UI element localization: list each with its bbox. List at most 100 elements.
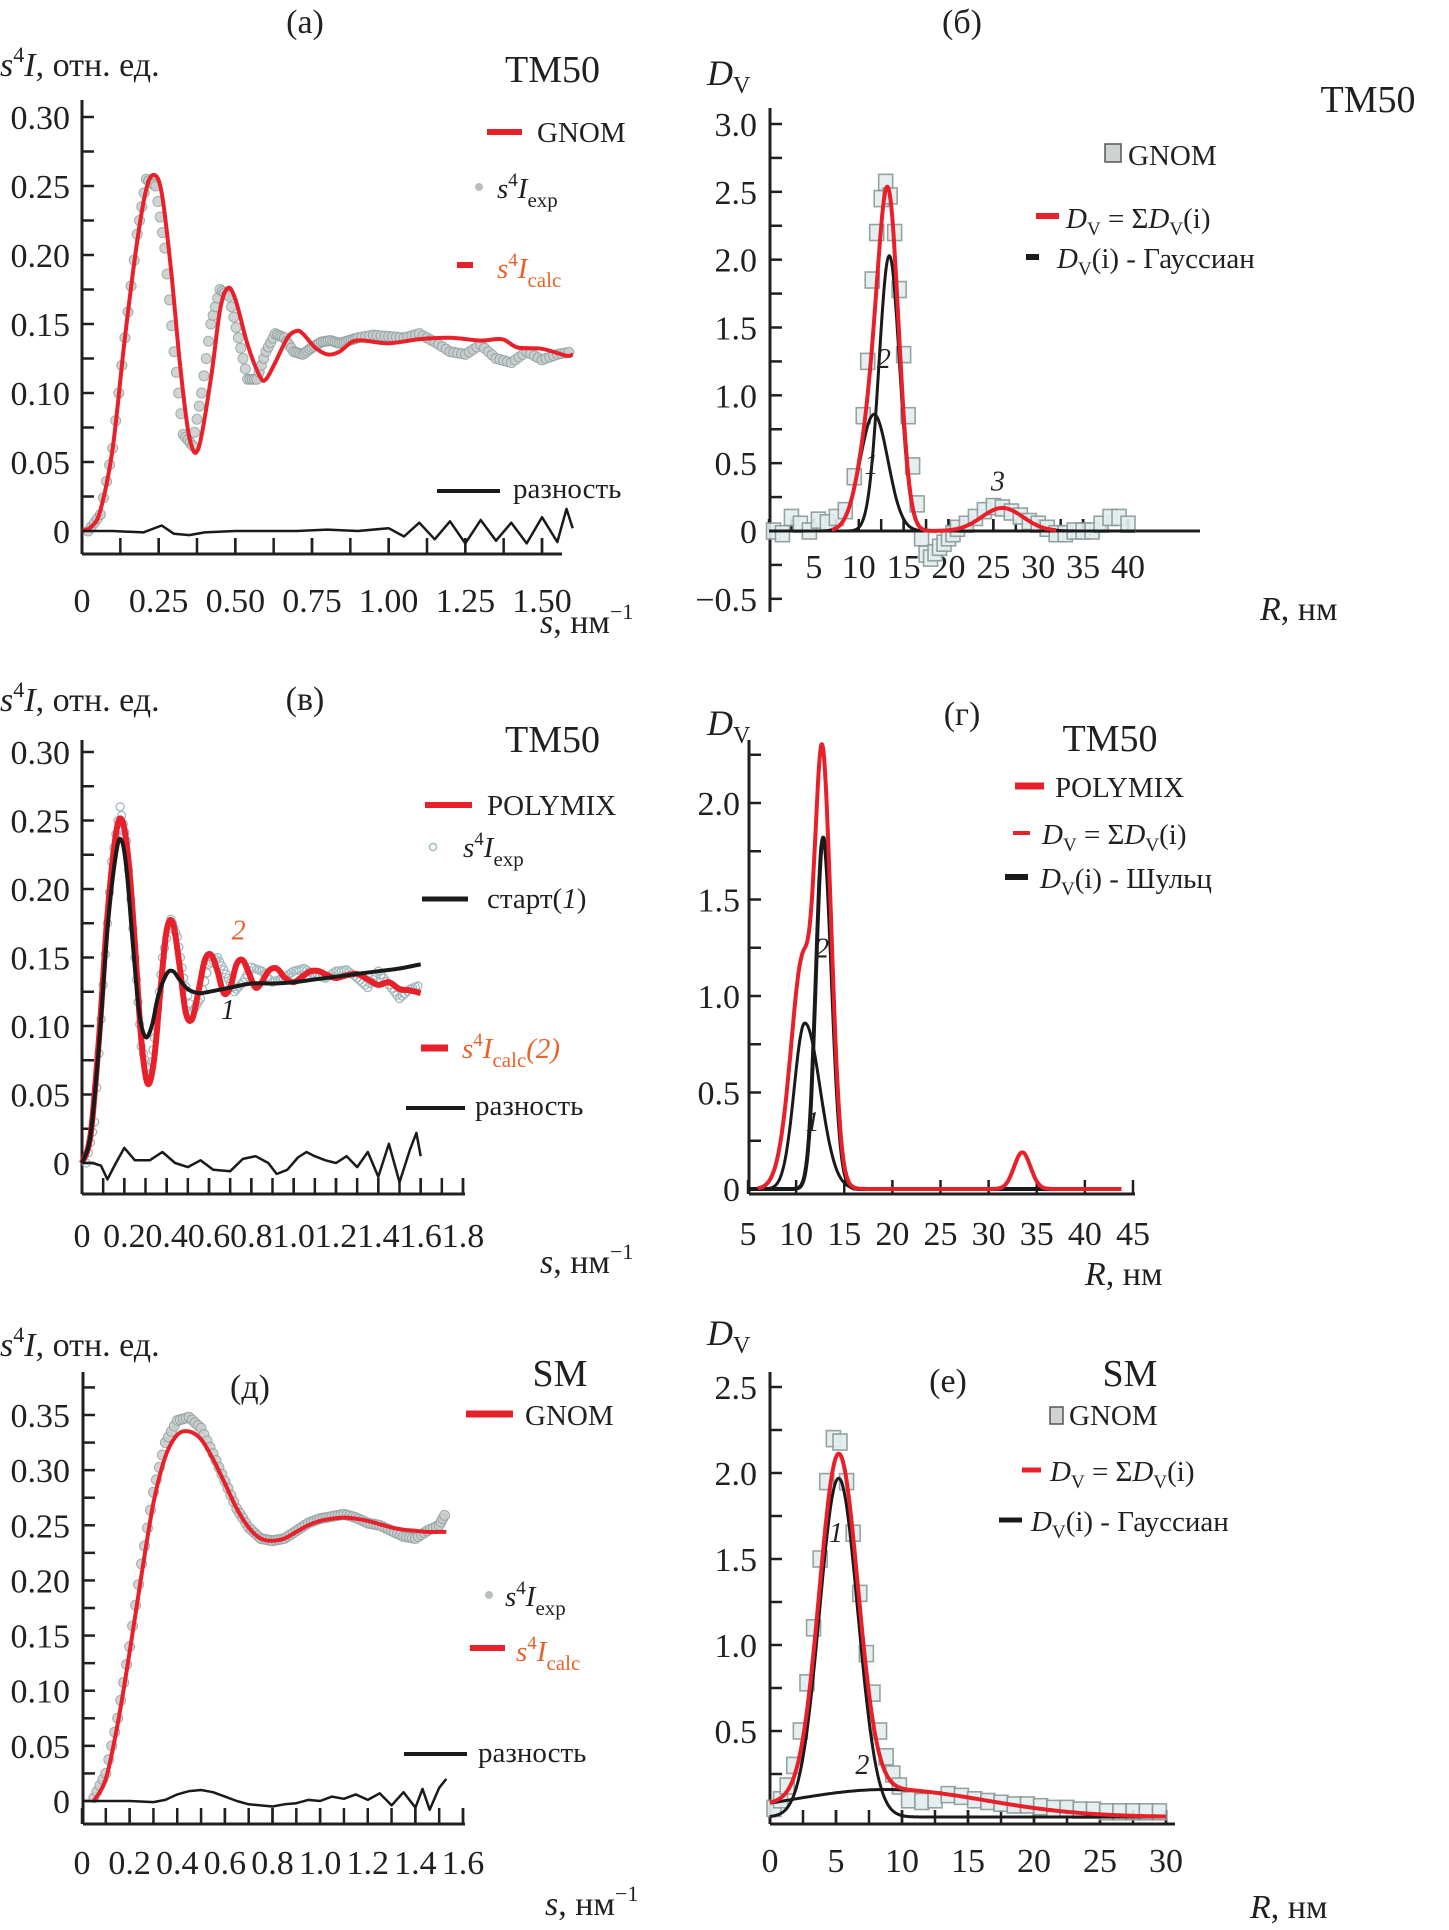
- marks-d: [82, 1411, 451, 1812]
- series-gaussian-1: [769, 1476, 1166, 1819]
- x-tick-label: 30: [1021, 549, 1055, 586]
- legend-label-polymix: POLYMIX: [487, 790, 616, 822]
- data-point: [193, 400, 205, 412]
- panel-label-e: (е): [929, 1363, 967, 1400]
- data-point: [191, 413, 203, 425]
- panel-d: (д) s4I, отн. ед. SM 00.050.100.150.200.…: [0, 1322, 638, 1923]
- data-point: [286, 968, 296, 978]
- y-tick-label: 2.5: [715, 1370, 758, 1407]
- x-tick-label: 10: [842, 549, 876, 586]
- series-schulz-1: [748, 1021, 1122, 1191]
- y-tick-label: 1.0: [715, 378, 758, 415]
- y-tick-label: 0.25: [11, 804, 71, 841]
- y-tick-label: 0.5: [715, 446, 758, 483]
- y-axis-title-g: DV: [706, 703, 751, 749]
- panel-label-b: (б): [942, 4, 982, 41]
- series-gnom: [766, 1429, 1168, 1821]
- x-tick-label: 1.6: [442, 1845, 485, 1882]
- legend-label-polymix: POLYMIX: [1055, 772, 1184, 804]
- x-tick-label: 0: [762, 1843, 779, 1880]
- x-tick-label: 0.25: [129, 583, 189, 620]
- x-axis-title-g: R, нм: [1084, 1256, 1163, 1293]
- legend-v: POLYMIX s4Iexp старт(1) s4Icalc(2) разно…: [406, 790, 616, 1122]
- series-s4i-calc-gnom-: [92, 1429, 447, 1803]
- y-tick-label: 1.5: [715, 1542, 758, 1579]
- curve-label-3: 3: [990, 466, 1005, 497]
- y-tick-label: 0.10: [11, 1674, 71, 1711]
- legend-label-calc: s4Icalc: [497, 250, 561, 292]
- curve-label-1: 1: [221, 995, 235, 1026]
- data-point: [394, 993, 405, 1004]
- legend-label-start: старт(1): [487, 883, 586, 915]
- sample-label-a: TM50: [505, 49, 600, 91]
- legend-e: GNOM DV = ΣDV(i) DV(i) - Гауссиан: [999, 1400, 1229, 1543]
- legend-swatch-gnom-squares: [1104, 143, 1122, 163]
- data-point: [198, 370, 210, 382]
- axes-d: 0 0.05 0.10 0.15 0.20 0.25 0.30 0.35 0 0.2 0.4 0.6 0…: [11, 1372, 485, 1882]
- curve-label-2: 2: [877, 344, 891, 375]
- data-point: [232, 332, 244, 344]
- x-tick-label: 5: [805, 549, 822, 586]
- legend-label-calc: s4Icalc: [516, 1633, 580, 1675]
- x-tick-label: 25: [924, 1216, 958, 1253]
- panel-v: (в) s4I, отн. ед. TM50 00.050.100.150.20…: [0, 677, 633, 1281]
- x-tick-label: 30: [1149, 1843, 1183, 1880]
- series-d-v-d-v-i-: [831, 184, 1057, 533]
- y-tick-label: 0.10: [11, 376, 71, 413]
- x-tick-label: 5: [740, 1216, 757, 1253]
- x-tick-label: 15: [887, 549, 921, 586]
- axes-v: 00.050.100.150.200.250.300 0.2 0.4 0.6 0.8 1.…: [11, 735, 485, 1255]
- y-tick-label: 0: [53, 1146, 70, 1183]
- legend-label-gnom: GNOM: [1128, 140, 1217, 172]
- legend-label-gnom: GNOM: [525, 1400, 614, 1432]
- y-tick-label: 0.15: [11, 941, 71, 978]
- x-tick-label: 25: [1083, 1843, 1117, 1880]
- x-tick-label: 1.2: [315, 1218, 358, 1255]
- legend-label-gaussian: DV(i) - Гауссиан: [1056, 243, 1255, 280]
- legend-g: POLYMIX DV = ΣDV(i) DV(i) - Шульц: [1005, 772, 1212, 900]
- axes-a: 0 0.05 0.10 0.15 0.20 0.25 0.30 0 0.25 0.50 0.75 1.…: [11, 100, 572, 620]
- legend-label-schulz: DV(i) - Шульц: [1039, 863, 1212, 900]
- y-tick-label: 0.5: [715, 1714, 758, 1751]
- marks-e: 12: [766, 1429, 1168, 1821]
- data-point: [239, 363, 251, 375]
- x-axis-title-v: s, нм−1: [540, 1239, 633, 1281]
- x-tick-label: 1.4: [357, 1218, 400, 1255]
- sample-label-b: TM50: [1321, 79, 1416, 121]
- x-tick-label: 5: [828, 1843, 845, 1880]
- y-tick-label: 2.0: [715, 243, 758, 280]
- legend-label-calc: s4Icalc(2): [462, 1030, 560, 1072]
- y-tick-label: 0.25: [11, 1508, 71, 1545]
- x-tick-label: 35: [1020, 1216, 1054, 1253]
- legend-a: GNOM s4Iexp s4Icalc разность: [437, 117, 626, 505]
- panel-b: (б) DV TM50 −0.5 0 0.5 1.0 1.5 2.0 2.5 3.0 5 10 15…: [695, 4, 1415, 628]
- x-tick-label: 25: [976, 549, 1010, 586]
- y-tick-label: −0.5: [695, 582, 757, 619]
- curve-label-2: 2: [232, 916, 246, 947]
- curve-label-1: 1: [864, 450, 878, 481]
- panel-label-a: (а): [286, 4, 324, 41]
- y-tick-label: 3.0: [715, 107, 758, 144]
- marks-a: [81, 172, 575, 545]
- x-tick-label: 15: [827, 1216, 861, 1253]
- data-point: [189, 426, 201, 438]
- y-tick-label: 0.20: [11, 872, 71, 909]
- legend-swatch-exp: [485, 1591, 493, 1599]
- x-axis-title-a: s, нм−1: [540, 599, 633, 641]
- x-tick-label: 1.0: [272, 1218, 315, 1255]
- y-tick-label: 0: [53, 1784, 70, 1821]
- y-tick-label: 0.15: [11, 1619, 71, 1656]
- x-tick-label: 1.6: [399, 1218, 442, 1255]
- x-tick-label: 1.50: [512, 583, 572, 620]
- x-tick-label: 15: [951, 1843, 985, 1880]
- marks-v: 12: [79, 802, 423, 1184]
- x-tick-label: 0.50: [206, 583, 266, 620]
- x-tick-label: 45: [1116, 1216, 1150, 1253]
- data-point: [900, 1791, 917, 1809]
- sample-label-d: SM: [533, 1353, 588, 1395]
- series-polymix-d-v-d-v-i-: [756, 742, 1122, 1191]
- data-point: [203, 335, 214, 347]
- legend-d: GNOM s4Iexp s4Icalc разность: [404, 1400, 614, 1769]
- x-tick-label: 20: [1017, 1843, 1051, 1880]
